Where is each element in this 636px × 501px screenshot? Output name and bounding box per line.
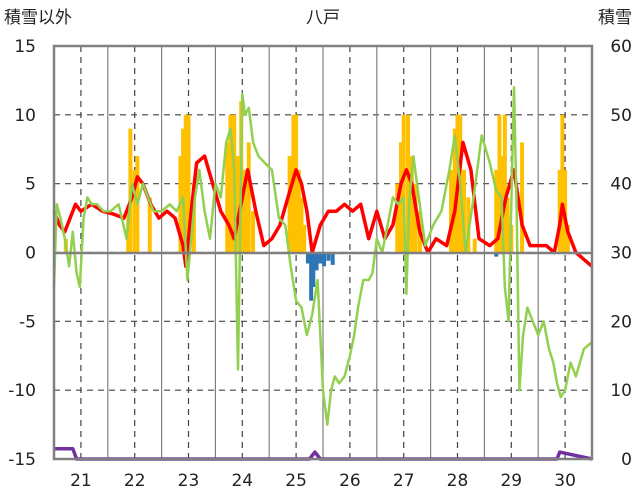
bar xyxy=(242,169,247,253)
bar xyxy=(409,156,414,253)
tick-labels: 15 60 10 50 5 40 0 30 -5 20 -10 10 -15 0 21 22 23 24 25 26 2… xyxy=(8,37,632,491)
bar xyxy=(147,197,152,253)
bar xyxy=(183,114,188,253)
bar xyxy=(449,169,454,253)
x-tick-label: 22 xyxy=(124,471,146,491)
right-tick-label: 30 xyxy=(610,244,632,264)
bar xyxy=(494,252,499,257)
right-tick-label: 50 xyxy=(610,106,632,126)
x-tick-label: 26 xyxy=(339,471,361,491)
bar xyxy=(318,252,323,264)
left-tick-label: 10 xyxy=(14,106,36,126)
bar xyxy=(497,114,502,253)
left-tick-label: 5 xyxy=(25,175,36,195)
bar xyxy=(294,114,299,253)
right-tick-label: 20 xyxy=(610,312,632,332)
bar xyxy=(505,197,510,253)
bar xyxy=(296,169,301,253)
series-line xyxy=(54,446,593,461)
bar xyxy=(413,183,418,253)
series-line xyxy=(52,86,593,426)
x-tick-label: 21 xyxy=(70,471,92,491)
plot-frame xyxy=(52,44,594,461)
left-tick-label: -15 xyxy=(8,450,36,470)
bar xyxy=(305,252,310,264)
bar xyxy=(452,128,457,253)
bar xyxy=(520,142,525,253)
x-tick-label: 25 xyxy=(285,471,307,491)
bar xyxy=(314,252,319,271)
bar xyxy=(246,142,251,253)
bar xyxy=(251,211,256,253)
bar xyxy=(228,114,233,253)
chart-title: 八戸 xyxy=(306,8,340,28)
bar xyxy=(225,142,230,253)
left-tick-label: -10 xyxy=(8,381,36,401)
right-tick-label: 10 xyxy=(610,381,632,401)
bar xyxy=(326,252,331,261)
bar xyxy=(181,128,186,253)
x-tick-label: 28 xyxy=(447,471,469,491)
bar xyxy=(186,114,191,253)
bar xyxy=(235,156,240,253)
right-tick-label: 0 xyxy=(621,450,632,470)
x-tick-label: 30 xyxy=(554,471,576,491)
right-tick-label: 60 xyxy=(610,37,632,57)
bar xyxy=(395,183,400,253)
left-axis-label: 積雪以外 xyxy=(4,8,72,28)
bar xyxy=(287,156,292,253)
bar xyxy=(302,224,307,253)
bar-series xyxy=(63,101,570,301)
x-tick-label: 27 xyxy=(393,471,415,491)
bar xyxy=(401,114,406,253)
right-axis-label: 積雪 xyxy=(598,8,632,28)
bar xyxy=(309,252,314,301)
bar xyxy=(132,169,137,253)
bar xyxy=(461,169,466,253)
bar xyxy=(472,238,477,253)
bar xyxy=(322,252,327,267)
bar xyxy=(560,114,565,253)
bar xyxy=(330,252,335,265)
x-tick-label: 24 xyxy=(231,471,253,491)
right-tick-label: 40 xyxy=(610,175,632,195)
x-tick-label: 29 xyxy=(500,471,522,491)
left-tick-label: 15 xyxy=(14,37,36,57)
left-tick-label: 0 xyxy=(25,244,36,264)
bar xyxy=(502,114,507,253)
bar xyxy=(557,169,562,253)
left-tick-label: -5 xyxy=(19,312,36,332)
bar xyxy=(311,252,316,287)
bar xyxy=(406,114,411,253)
x-tick-label: 23 xyxy=(178,471,200,491)
bar xyxy=(299,197,304,253)
bar xyxy=(565,224,570,253)
bar xyxy=(494,169,499,253)
bar xyxy=(466,197,471,253)
bar xyxy=(399,142,404,253)
